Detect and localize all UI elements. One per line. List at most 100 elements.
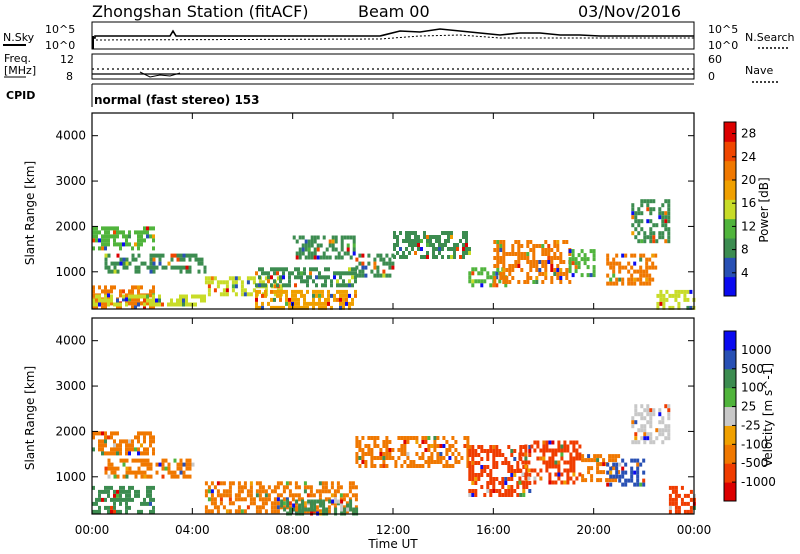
velocity-cell — [222, 481, 226, 486]
power-cell — [276, 283, 279, 288]
power-cell — [95, 230, 98, 235]
velocity-cell — [618, 478, 622, 483]
power-cell — [128, 294, 131, 299]
power-cell — [391, 253, 395, 258]
velocity-cell — [533, 448, 537, 453]
power-cell — [179, 269, 183, 274]
velocity-cell — [225, 489, 229, 494]
power-cell — [137, 302, 140, 307]
power-cell — [300, 293, 303, 298]
power-cell — [627, 281, 631, 286]
power-cell — [331, 243, 335, 248]
velocity-cell — [640, 424, 644, 429]
velocity-cell — [596, 462, 600, 467]
velocity-cell — [471, 461, 475, 465]
velocity-cell — [327, 509, 331, 514]
power-cell — [355, 273, 359, 278]
power-cell — [307, 247, 311, 252]
velocity-cell — [330, 481, 334, 486]
power-cell — [152, 285, 155, 290]
power-cell — [465, 235, 468, 239]
power-cell — [336, 283, 339, 288]
velocity-cell — [385, 448, 389, 452]
power-cell — [291, 293, 294, 298]
velocity-cell — [664, 436, 668, 441]
velocity-cell — [113, 489, 116, 494]
velocity-cell — [137, 489, 140, 494]
power-cell — [149, 289, 152, 294]
power-cell — [556, 272, 560, 276]
velocity-cell — [590, 458, 594, 463]
power-cell — [643, 239, 647, 244]
power-cell — [502, 256, 506, 260]
power-cell — [131, 257, 135, 262]
power-cell — [486, 275, 490, 280]
power-cell — [661, 219, 665, 224]
velocity-cell — [524, 464, 528, 469]
power-cell — [661, 211, 665, 216]
velocity-cell — [137, 458, 141, 463]
velocity-cell — [655, 436, 659, 441]
power-cell — [143, 294, 146, 299]
velocity-cell — [146, 493, 149, 498]
velocity-cell — [572, 444, 576, 449]
velocity-cell — [624, 478, 628, 483]
velocity-cell — [516, 461, 520, 465]
power-cell — [137, 246, 140, 251]
power-cell — [348, 301, 351, 306]
velocity-cell — [587, 470, 591, 475]
power-cell — [107, 226, 110, 231]
velocity-cell — [433, 436, 437, 440]
power-cell — [255, 301, 258, 306]
velocity-cell — [125, 505, 128, 510]
power-cell — [125, 238, 128, 243]
velocity-cell — [518, 480, 522, 485]
velocity-cell — [339, 493, 343, 498]
power-cell — [496, 260, 500, 264]
x-tick-label: 08:00 — [275, 523, 310, 537]
velocity-cell — [525, 469, 529, 473]
power-cell — [550, 260, 554, 264]
power-cell — [152, 305, 155, 310]
power-cell — [343, 235, 347, 240]
power-cell — [547, 244, 551, 248]
power-cell — [526, 276, 530, 280]
power-cell — [267, 271, 270, 276]
power-cell — [652, 231, 656, 236]
power-cell — [388, 257, 392, 262]
velocity-cell — [633, 482, 637, 487]
power-cell — [98, 298, 101, 303]
velocity-cell — [128, 470, 132, 475]
power-cell — [197, 294, 200, 299]
power-cell — [92, 234, 95, 239]
power-cell — [116, 234, 119, 239]
velocity-cell — [207, 509, 211, 514]
velocity-cell — [143, 474, 147, 479]
velocity-cell — [110, 505, 113, 510]
velocity-cell — [355, 444, 359, 448]
power-cell — [441, 247, 444, 251]
power-cell — [170, 298, 173, 303]
power-cell — [456, 247, 459, 251]
power-cell — [529, 268, 533, 272]
velocity-cell — [542, 460, 546, 465]
power-cell — [173, 253, 177, 258]
power-cell — [252, 288, 256, 293]
velocity-cell — [522, 485, 526, 489]
velocity-cell — [448, 448, 452, 452]
power-cell — [462, 231, 465, 235]
power-cell — [609, 265, 613, 270]
power-cell — [486, 271, 490, 276]
velocity-cell — [510, 493, 514, 497]
power-cell — [664, 227, 668, 232]
power-cell — [131, 301, 134, 306]
velocity-cell — [658, 412, 662, 417]
velocity-cell — [270, 501, 274, 506]
velocity-cell — [518, 468, 522, 473]
velocity-cell — [621, 466, 625, 471]
velocity-cell — [677, 493, 681, 498]
velocity-cell — [634, 404, 638, 409]
velocity-cell — [342, 505, 346, 510]
power-cell — [396, 243, 399, 247]
velocity-cell — [273, 497, 277, 502]
